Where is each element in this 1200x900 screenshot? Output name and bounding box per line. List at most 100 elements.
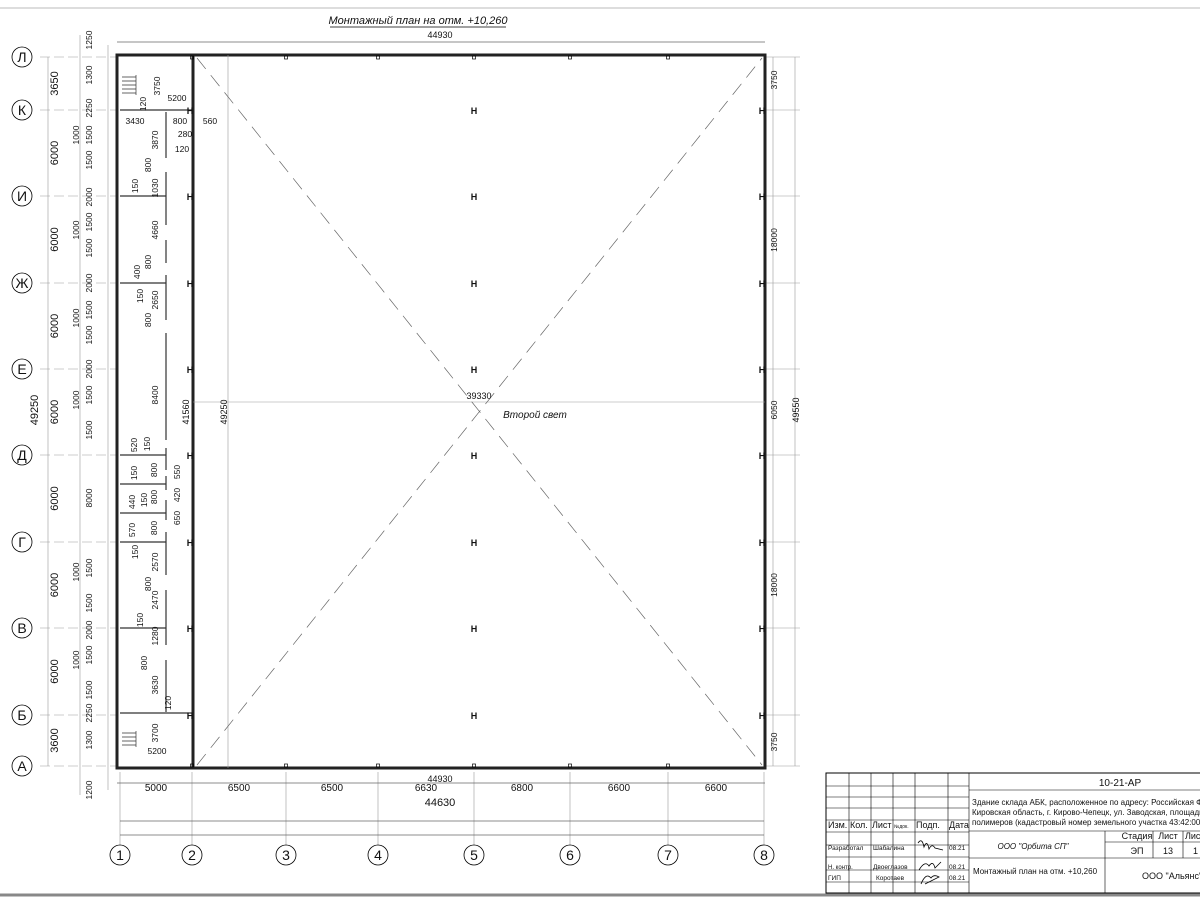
interior-dimension: 120 xyxy=(138,97,148,111)
header-list: Лист xyxy=(872,820,892,830)
right-chain-dimension: 18000 xyxy=(769,573,779,597)
interior-dimension: 800 xyxy=(143,313,153,327)
bottom-span-dimension: 6800 xyxy=(511,783,534,794)
interior-dimension: 150 xyxy=(135,289,145,303)
name-developer: Шабалина xyxy=(873,844,905,852)
column-i-beam-icon: H xyxy=(759,192,766,202)
interior-dimension: 800 xyxy=(139,656,149,670)
height-inner-a: 41560 xyxy=(181,399,191,424)
interior-dimension: 1030 xyxy=(150,178,160,197)
column-i-beam-icon: H xyxy=(759,538,766,548)
column-i-beam-icon: H xyxy=(187,538,194,548)
stage-header: Стадия xyxy=(1122,831,1153,841)
row-axis-bubble xyxy=(11,272,33,294)
opening-dimension: 1500 xyxy=(84,150,94,169)
left-chain-dimension: 3600 xyxy=(49,728,61,752)
interior-dimension: 520 xyxy=(129,438,139,452)
interior-dimension: 280 xyxy=(178,129,192,139)
window-height-dimension: 1000 xyxy=(71,390,81,409)
column-axis-bubble xyxy=(367,844,389,866)
column-marker xyxy=(376,55,380,60)
opening-dimension: 1500 xyxy=(84,593,94,612)
column-axis-label: 1 xyxy=(116,847,124,863)
interior-dimension: 550 xyxy=(172,465,182,479)
opening-dimension: 1500 xyxy=(84,420,94,439)
column-axis-bubble xyxy=(181,844,203,866)
overall-dimension-bottom: 44930 xyxy=(427,774,452,784)
header-ndoc: №док. xyxy=(894,824,909,830)
column-marker xyxy=(568,763,572,768)
column-i-beam-icon: H xyxy=(187,365,194,375)
interior-dimension: 3630 xyxy=(150,675,160,694)
opening-dimension: 1300 xyxy=(84,730,94,749)
left-chain-dimension: 6000 xyxy=(49,573,61,597)
column-marker xyxy=(190,763,194,768)
interior-dimension: 120 xyxy=(175,144,189,154)
window-height-dimension: 1000 xyxy=(71,562,81,581)
column-axis-label: 7 xyxy=(664,847,672,863)
opening-dimension: 1500 xyxy=(84,325,94,344)
opening-dimension: 2000 xyxy=(84,620,94,639)
interior-dimension: 800 xyxy=(143,577,153,591)
row-axis-bubble xyxy=(11,185,33,207)
row-axis-label: Д xyxy=(17,447,27,463)
overall-dimension-top: 44930 xyxy=(427,30,452,40)
interior-dimension: 650 xyxy=(172,511,182,525)
interior-dimension: 5200 xyxy=(148,746,167,756)
column-axis-label: 2 xyxy=(188,847,196,863)
header-date: Дата xyxy=(949,820,969,830)
left-chain-dimension: 6000 xyxy=(49,400,61,424)
row-axis-bubble xyxy=(11,358,33,380)
title-block: 10-21-АР Здание склада АБК, расположенно… xyxy=(825,772,1200,894)
column-i-beam-icon: H xyxy=(187,451,194,461)
column-i-beam-icon: H xyxy=(471,279,478,289)
opening-dimension: 2000 xyxy=(84,359,94,378)
opening-dimension: 1500 xyxy=(84,238,94,257)
left-chain-dimension: 6000 xyxy=(49,314,61,338)
column-axis-bubble xyxy=(275,844,297,866)
second-light-label: Второй свет xyxy=(503,410,567,421)
project-code: 10-21-АР xyxy=(1099,778,1142,789)
column-i-beam-icon: H xyxy=(471,192,478,202)
interior-dimension: 400 xyxy=(132,265,142,279)
interior-dimension: 800 xyxy=(149,521,159,535)
bottom-span-dimension: 6630 xyxy=(415,783,438,794)
column-i-beam-icon: H xyxy=(471,106,478,116)
window-height-dimension: 1000 xyxy=(71,220,81,239)
left-chain-dimension: 3650 xyxy=(49,71,61,95)
interior-dimension: 150 xyxy=(130,545,140,559)
role-norm-control: Н. контр. xyxy=(828,865,853,871)
role-developer: Разработал xyxy=(828,844,864,852)
stair-top xyxy=(122,75,137,95)
right-chain-dimension: 18000 xyxy=(769,228,779,252)
row-axis-bubble xyxy=(11,755,33,777)
height-total-left: 49250 xyxy=(29,395,41,426)
bottom-span-dimension: 6500 xyxy=(228,783,251,794)
stage-value: ЭП xyxy=(1131,846,1144,856)
bottom-span-dimension: 6600 xyxy=(705,783,728,794)
interior-dimension: 800 xyxy=(173,116,187,126)
column-marker xyxy=(472,55,476,60)
interior-dimension: 2570 xyxy=(150,552,160,571)
sheet-value: 13 xyxy=(1163,846,1173,856)
opening-dimension: 8000 xyxy=(84,488,94,507)
column-axis-bubble xyxy=(753,844,775,866)
column-marker xyxy=(568,55,572,60)
row-axis-label: И xyxy=(17,188,27,204)
column-i-beam-icon: H xyxy=(759,711,766,721)
right-chain-dimension: 3750 xyxy=(769,732,779,751)
date-developer: 08.21 xyxy=(949,845,966,852)
interior-dimension: 570 xyxy=(127,523,137,537)
row-axis-bubble xyxy=(11,46,33,68)
opening-dimension: 1500 xyxy=(84,125,94,144)
height-total-right: 49550 xyxy=(791,397,801,422)
interior-dimension: 150 xyxy=(142,437,152,451)
building-plan xyxy=(115,53,767,770)
name-chief-engineer: Коротаев xyxy=(876,875,905,882)
column-i-beam-icon: H xyxy=(471,624,478,634)
opening-dimension: 2000 xyxy=(84,187,94,206)
sheet-title: Монтажный план на отм. +10,260 xyxy=(973,867,1098,876)
interior-dimension: 800 xyxy=(149,490,159,504)
opening-dimension: 1200 xyxy=(84,780,94,799)
row-axis-bubble xyxy=(11,617,33,639)
